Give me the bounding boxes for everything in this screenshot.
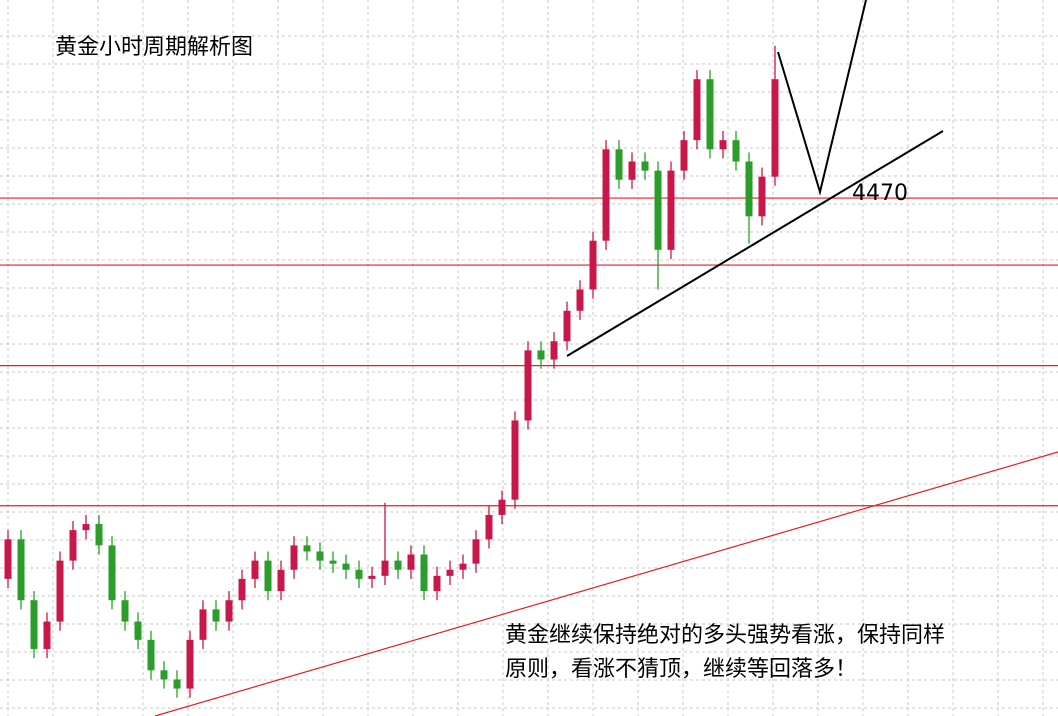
candle-body [693, 79, 701, 141]
candle-body [121, 600, 129, 622]
candle-body [186, 639, 194, 689]
candle-body [82, 524, 90, 531]
candle-body [407, 554, 415, 570]
candle-body [537, 350, 545, 360]
candle-body [472, 539, 480, 564]
support-trendline [154, 451, 1058, 716]
candle-body [433, 575, 441, 592]
candle-body [680, 140, 688, 171]
candle-body [4, 539, 12, 579]
candle-body [212, 609, 220, 622]
level-label: 4470 [852, 181, 908, 206]
candle-body [238, 578, 246, 601]
candle-body [394, 560, 402, 570]
candle-body [316, 551, 324, 561]
candle-body [30, 600, 38, 649]
trendline [566, 130, 944, 357]
candle-body [563, 310, 571, 342]
candle-body [446, 569, 454, 576]
candle-body [43, 621, 51, 649]
candle-body [108, 545, 116, 601]
candle-body [251, 560, 259, 579]
candle-body [160, 670, 168, 680]
candle-body [329, 560, 337, 564]
projection [777, 0, 867, 196]
candle-body [303, 545, 311, 552]
candle-body [277, 569, 285, 592]
candle-body [667, 170, 675, 250]
candle-body [147, 639, 155, 671]
candle-body [355, 569, 363, 579]
candle-body [459, 563, 467, 570]
candles [4, 45, 779, 698]
candle-body [524, 350, 532, 421]
candle-body [589, 240, 597, 290]
candle-body [17, 539, 25, 601]
candle-body [576, 289, 584, 311]
candle-body [381, 560, 389, 576]
candle-body [719, 140, 727, 150]
candle-body [706, 79, 714, 150]
candle-body [498, 499, 506, 515]
candle-body [628, 161, 636, 180]
chart-title: 黄金小时周期解析图 [55, 35, 253, 60]
candle-body [134, 621, 142, 640]
candle-body [420, 554, 428, 592]
annotation: 黄金继续保持绝对的多头强势看涨，保持同样 [505, 623, 945, 648]
candle-body [264, 560, 272, 592]
candle-body [745, 161, 753, 217]
candle-body [368, 575, 376, 579]
candle-body [56, 560, 64, 622]
candle-body [225, 600, 233, 622]
candle-body [758, 176, 766, 217]
candle-body [173, 679, 181, 689]
candle-body [641, 161, 649, 171]
candle-body [199, 609, 207, 640]
annotation: 原则，看涨不猜顶，继续等回落多！ [505, 657, 857, 682]
candle-body [615, 149, 623, 180]
candle-body [732, 140, 740, 162]
candle-body [602, 149, 610, 241]
candle-body [550, 341, 558, 360]
candle-body [290, 545, 298, 570]
candle-body [342, 563, 350, 570]
candle-body [69, 530, 77, 561]
candle-body [511, 420, 519, 500]
candle-body [654, 170, 662, 250]
candle-body [95, 524, 103, 546]
candle-body [771, 79, 779, 177]
candle-body [485, 514, 493, 540]
